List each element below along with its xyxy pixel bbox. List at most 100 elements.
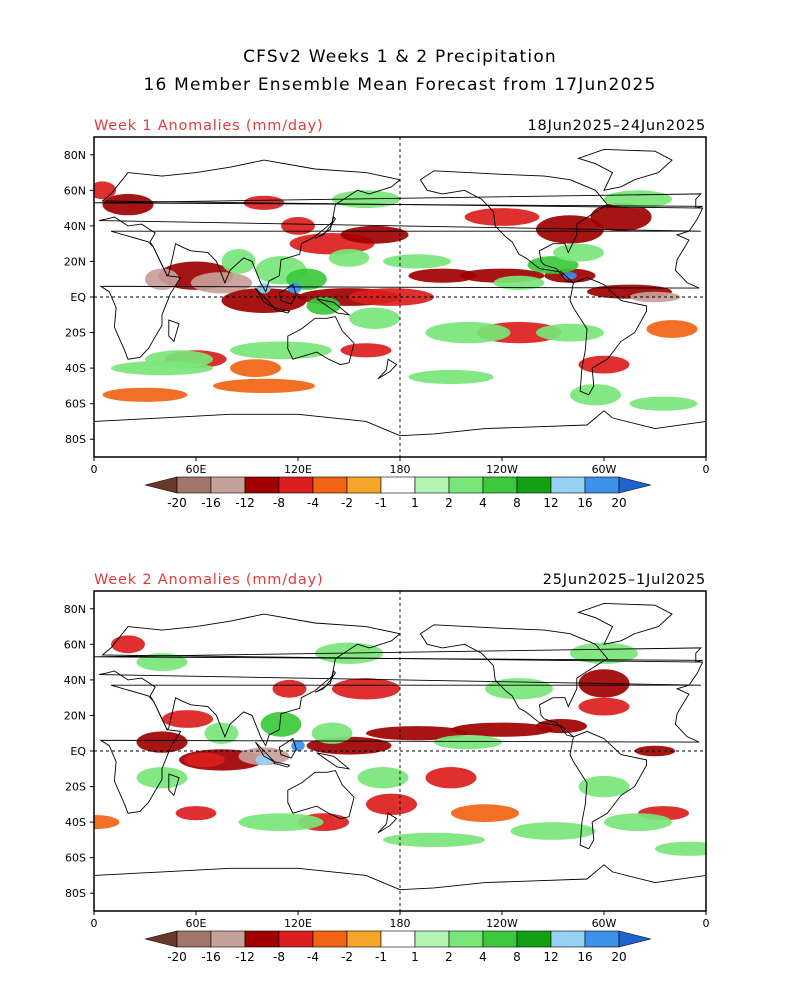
x-tick-label: 120W [486, 463, 518, 476]
y-tick-label: 60S [65, 398, 86, 411]
coastline [316, 752, 351, 770]
anomaly-region [238, 813, 324, 831]
anomaly-region [570, 384, 621, 406]
coastline [94, 193, 703, 209]
y-tick-label: 20N [64, 255, 86, 268]
week2-color-legend: -20 -16 -12 -8 -4 -2 -1 1 2 4 8 12 16 20 [144, 930, 652, 964]
legend-label: -16 [201, 496, 221, 510]
coastline [168, 319, 180, 343]
legend-label: -8 [273, 496, 285, 510]
y-tick-label: 40N [64, 220, 86, 233]
legend-label: 12 [543, 496, 558, 510]
legend-swatch [482, 476, 518, 494]
anomaly-region [655, 841, 706, 856]
legend-swatch [312, 930, 348, 948]
anomaly-region [340, 225, 409, 244]
anomaly-region [493, 275, 545, 290]
legend-swatch [278, 930, 314, 948]
anomaly-region [94, 815, 120, 830]
y-tick-label: 20S [65, 327, 86, 340]
coastline [278, 737, 297, 759]
y-tick-label: 20N [64, 709, 86, 722]
legend-label: 16 [577, 950, 592, 964]
legend-swatch [244, 476, 280, 494]
legend-swatch [244, 930, 280, 948]
anomaly-region [425, 767, 477, 789]
legend-label: 4 [479, 496, 487, 510]
legend-swatch [380, 930, 416, 948]
coastline [287, 770, 355, 820]
legend-swatch [516, 930, 552, 948]
anomaly-region [221, 288, 307, 313]
y-tick-label: 40S [65, 816, 86, 829]
x-tick-label: 0 [91, 917, 98, 930]
y-tick-label: 80N [64, 149, 86, 162]
x-tick-label: 60W [592, 463, 617, 476]
anomaly-region [175, 806, 217, 821]
anomaly-region [102, 387, 188, 402]
anomaly-region [464, 208, 540, 226]
x-tick-label: 60E [186, 463, 207, 476]
anomaly-region [281, 217, 315, 235]
anomaly-region [510, 822, 596, 840]
legend-swatch [448, 930, 484, 948]
legend-label: -1 [375, 496, 387, 510]
chart-title-line2: 16 Member Ensemble Mean Forecast from 17… [143, 75, 657, 95]
anomaly-region [111, 635, 145, 654]
legend-swatch [380, 476, 416, 494]
legend-swatch [516, 476, 552, 494]
coastlines [94, 148, 706, 457]
chart-title-line1: CFSv2 Weeks 1 & 2 Precipitation [243, 47, 557, 67]
anomaly-region [349, 288, 434, 306]
anomaly-region [213, 378, 315, 393]
anomaly-region [349, 307, 400, 329]
y-tick-label: 40N [64, 674, 86, 687]
coastline [377, 812, 398, 834]
coastline [569, 730, 647, 850]
anomaly-region [366, 726, 468, 741]
legend-swatch [278, 476, 314, 494]
coastline [419, 624, 609, 738]
coastline [94, 864, 706, 911]
legend-label: 20 [611, 950, 626, 964]
y-tick-label: 80S [65, 887, 86, 900]
legend-arrow-high [618, 930, 652, 948]
y-tick-label: 60S [65, 852, 86, 865]
y-tick-label: 80N [64, 603, 86, 616]
x-tick-label: 60W [592, 917, 617, 930]
legend-label: 1 [411, 496, 419, 510]
anomaly-region [578, 355, 630, 374]
x-tick-label: 120E [284, 917, 312, 930]
anomaly-region [646, 320, 698, 338]
coastline [273, 761, 291, 768]
legend-label: -4 [307, 496, 319, 510]
anomaly-region [111, 361, 213, 376]
coastline [273, 307, 291, 314]
legend-label: 4 [479, 950, 487, 964]
anomaly-region [136, 731, 188, 753]
anomaly-region [204, 722, 239, 744]
legend-swatch [210, 930, 246, 948]
anomaly-region [527, 256, 579, 274]
y-tick-label: 80S [65, 433, 86, 446]
x-tick-label: 180 [390, 463, 411, 476]
anomaly-region [306, 297, 341, 315]
anomaly-field [94, 181, 698, 411]
anomaly-region [184, 752, 225, 768]
anomaly-region [408, 268, 477, 283]
coastline [168, 773, 180, 797]
x-tick-label: 0 [703, 917, 710, 930]
legend-label: 2 [445, 496, 453, 510]
week1-color-legend: -20 -16 -12 -8 -4 -2 -1 1 2 4 8 12 16 20 [144, 476, 652, 510]
coastline [314, 670, 336, 693]
y-tick-label: 40S [65, 362, 86, 375]
week1-panel-title: Week 1 Anomalies (mm/day) [94, 118, 324, 134]
anomaly-region [162, 710, 213, 728]
legend-label: 8 [513, 496, 521, 510]
anomaly-region [604, 813, 672, 831]
y-tick-label: 60N [64, 184, 86, 197]
legend-label: 16 [577, 496, 592, 510]
week2-panel-title: Week 2 Anomalies (mm/day) [94, 572, 324, 588]
legend-label: -8 [273, 950, 285, 964]
legend-swatch [584, 930, 620, 948]
